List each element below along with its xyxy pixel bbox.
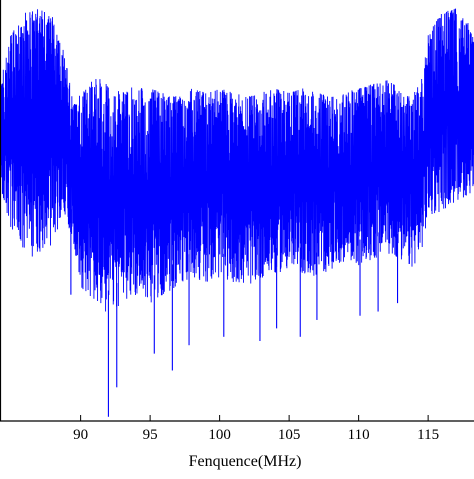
x-tick-label: 100 [208,427,231,443]
x-tick-label: 90 [73,427,88,443]
x-ticks: 90 95 100 105 110 115 [73,415,439,443]
series-line-0 [0,8,474,312]
x-tick-label: 95 [143,427,158,443]
series-layer [0,8,474,417]
x-tick-label: 110 [348,427,370,443]
x-tick-label: 115 [417,427,439,443]
x-axis-label: Fenquence(MHz) [189,453,302,470]
x-tick-label: 105 [278,427,301,443]
axes [0,0,474,422]
